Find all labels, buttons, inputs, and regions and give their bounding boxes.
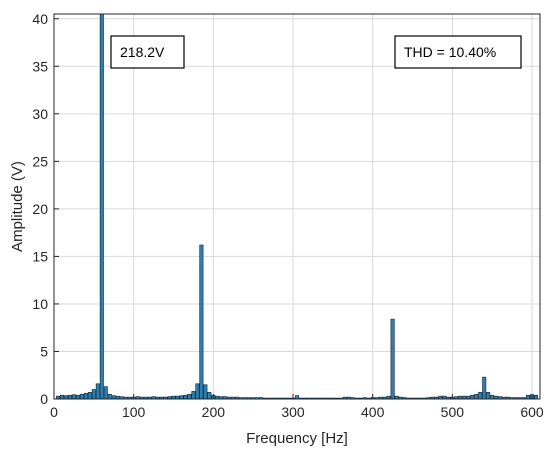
bar xyxy=(482,376,487,400)
y-tick-label: 35 xyxy=(32,58,48,74)
bar xyxy=(474,393,479,400)
y-tick-label: 20 xyxy=(32,201,48,217)
thd-annotation: THD = 10.40% xyxy=(394,35,522,69)
thd-box xyxy=(394,35,522,69)
bar xyxy=(183,394,188,400)
x-axis-label: Frequency [Hz] xyxy=(246,430,348,447)
y-tick-label: 0 xyxy=(40,391,48,407)
bar xyxy=(71,394,76,400)
x-tick-label: 300 xyxy=(281,404,305,420)
bar xyxy=(534,394,539,400)
x-tick-label: 0 xyxy=(50,404,58,420)
x-tick-label: 100 xyxy=(122,404,146,420)
thd-text: THD = 10.40% xyxy=(404,44,496,60)
y-tick-label: 40 xyxy=(32,11,48,27)
bar xyxy=(99,13,104,400)
rms-voltage-annotation: 218.2V xyxy=(110,35,185,69)
plot-frame xyxy=(53,13,541,400)
bar xyxy=(87,392,92,400)
y-tick-label: 25 xyxy=(32,153,48,169)
bar xyxy=(526,394,531,400)
y-axis-label: Amplitude (V) xyxy=(9,161,26,252)
bar xyxy=(95,383,100,400)
bar xyxy=(83,392,88,400)
bar xyxy=(390,318,395,400)
bar xyxy=(91,389,96,400)
rms-voltage-text: 218.2V xyxy=(120,44,165,60)
x-axis-ticks: 0 100 200 300 400 500 600 xyxy=(50,394,544,420)
x-tick-label: 500 xyxy=(441,404,465,420)
bar xyxy=(107,393,112,400)
x-tick-label: 600 xyxy=(520,404,544,420)
bar xyxy=(486,392,491,400)
bar xyxy=(67,394,72,400)
bar xyxy=(187,393,192,400)
bar xyxy=(199,244,204,400)
grid-lines xyxy=(54,14,540,399)
y-tick-label: 5 xyxy=(40,343,48,359)
y-tick-label: 30 xyxy=(32,106,48,122)
bar xyxy=(478,392,483,400)
bar xyxy=(79,393,84,400)
x-tick-label: 200 xyxy=(202,404,226,420)
bar xyxy=(191,391,196,400)
bar xyxy=(75,394,80,400)
x-tick-label: 400 xyxy=(361,404,385,420)
y-tick-label: 15 xyxy=(32,248,48,264)
bar xyxy=(490,394,495,400)
bar xyxy=(103,386,108,400)
bar xyxy=(470,394,475,400)
bar xyxy=(207,392,212,400)
y-tick-label: 10 xyxy=(32,296,48,312)
rms-voltage-box xyxy=(110,35,185,69)
y-axis-ticks: 0 5 10 15 20 25 30 35 40 xyxy=(32,11,59,407)
bar-series xyxy=(55,13,539,400)
bar xyxy=(203,384,208,400)
bar xyxy=(59,394,64,400)
bar xyxy=(195,383,200,400)
